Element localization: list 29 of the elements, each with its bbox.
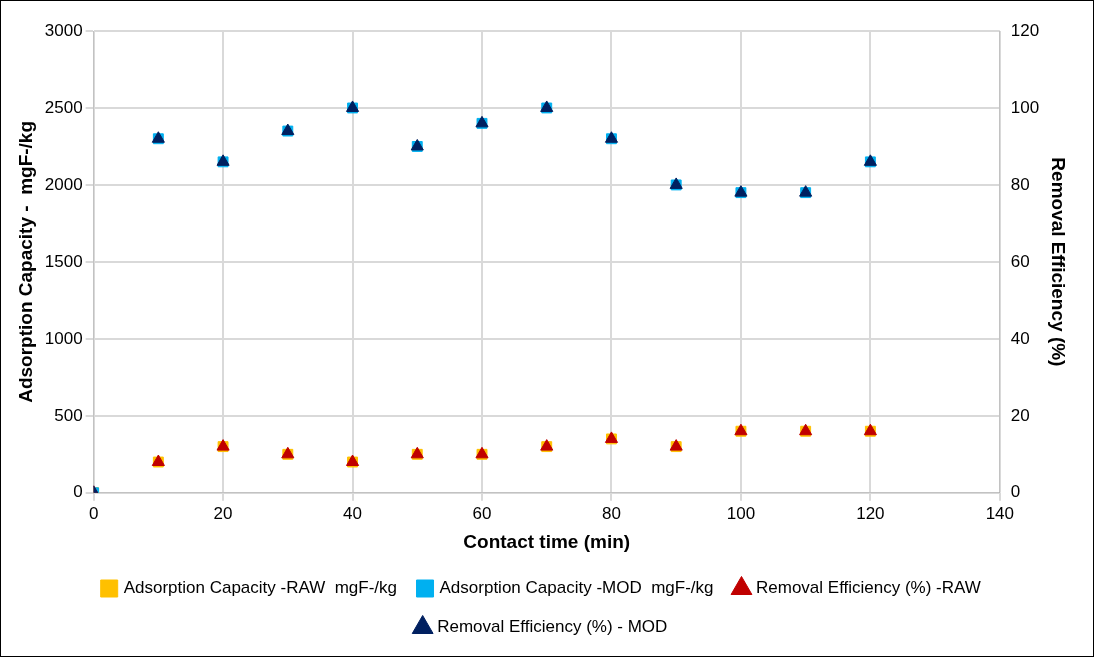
y-tick-label: 3000 [44, 20, 83, 40]
x-tick-label: 40 [343, 503, 362, 523]
legend-label: Adsorption Capacity -MOD mgF-/kg [439, 578, 714, 598]
legend-label: Removal Efficiency (%) - MOD [437, 617, 668, 637]
x-tick-label: 120 [856, 503, 885, 523]
x-tick-label: 80 [602, 503, 621, 523]
y-tick-label: 1500 [44, 251, 83, 271]
y2-tick-label: 120 [1010, 20, 1040, 40]
legend-label: Adsorption Capacity -RAW mgF-/kg [123, 578, 398, 598]
y2-tick-label: 40 [1010, 328, 1030, 348]
y2-tick-label: 80 [1010, 174, 1030, 194]
y-tick-label: 2500 [44, 97, 83, 117]
y2-axis-title: Removal Efficiency (%) [1048, 157, 1070, 367]
x-tick-label: 0 [88, 503, 99, 523]
y2-tick-label: 20 [1010, 405, 1030, 425]
y-tick-label: 1000 [44, 328, 83, 348]
y-axis-title: Adsorption Capacity - mgF-/kg [14, 120, 36, 403]
x-tick-label: 20 [213, 503, 233, 523]
y2-tick-label: 100 [1010, 97, 1040, 117]
legend-label: Removal Efficiency (%) -RAW [755, 578, 981, 598]
x-axis-title: Contact time (min) [463, 530, 631, 552]
x-tick-label: 60 [472, 503, 492, 523]
x-tick-label: 100 [726, 503, 756, 523]
y-tick-label: 0 [73, 482, 83, 502]
y2-tick-label: 60 [1010, 251, 1030, 271]
y-tick-label: 2000 [44, 174, 83, 194]
y2-tick-label: 0 [1010, 482, 1021, 502]
y-tick-label: 500 [54, 405, 83, 425]
x-tick-label: 140 [985, 503, 1015, 523]
